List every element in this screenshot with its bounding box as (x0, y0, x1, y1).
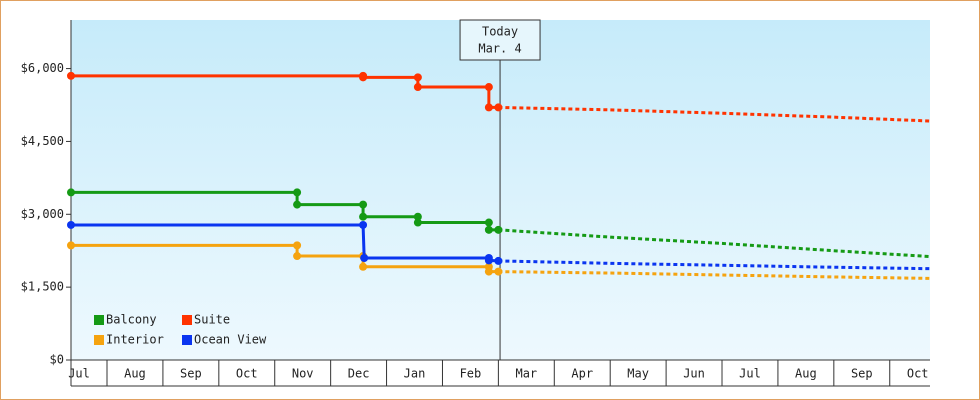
x-tick-label: Oct (907, 367, 929, 381)
price-point (494, 256, 503, 265)
x-tick-label: Oct (236, 367, 258, 381)
price-point (413, 218, 422, 227)
today-box (459, 19, 541, 61)
y-tick-label: $4,500 (21, 134, 64, 148)
price-point (293, 252, 302, 261)
price-point (293, 188, 302, 197)
today-label: Mar. 4 (478, 42, 521, 56)
x-tick-label: Sep (851, 367, 873, 381)
price-point (67, 188, 75, 197)
price-point (494, 103, 503, 112)
forecast-line (498, 270, 931, 280)
price-point (293, 200, 302, 209)
price-point (494, 267, 503, 276)
price-point (413, 212, 422, 221)
legend-swatch (182, 335, 192, 345)
legend-label: Ocean View (194, 333, 267, 347)
x-tick-label: Mar (515, 367, 537, 381)
x-tick-label: Dec (348, 367, 370, 381)
x-tick-label: Sep (180, 367, 202, 381)
x-tick-label: Jan (404, 367, 426, 381)
price-point (359, 200, 368, 209)
legend-label: Suite (194, 313, 230, 327)
forecast-line (498, 259, 931, 271)
x-tick-label: Feb (460, 367, 482, 381)
y-tick-label: $6,000 (21, 61, 64, 75)
x-tick-label: Aug (124, 367, 146, 381)
legend-swatch (94, 335, 104, 345)
price-point (484, 218, 493, 227)
price-point (484, 83, 493, 92)
forecast-line (498, 228, 931, 259)
legend-swatch (94, 315, 104, 325)
price-point (484, 267, 493, 276)
x-tick-label: Aug (795, 367, 817, 381)
legend-label: Balcony (106, 313, 157, 327)
price-point (484, 103, 493, 112)
price-point (67, 71, 75, 80)
legend-label: Interior (106, 333, 164, 347)
x-tick-label: Apr (571, 367, 593, 381)
y-tick-label: $1,500 (21, 280, 64, 294)
price-point (67, 241, 75, 250)
x-tick-label: Jun (683, 367, 705, 381)
x-tick-label: Jul (68, 367, 90, 381)
y-tick-label: $0 (50, 353, 64, 367)
legend-swatch (182, 315, 192, 325)
x-tick-label: Jul (739, 367, 761, 381)
today-label: Today (482, 25, 518, 39)
price-point (494, 225, 503, 234)
price-point (359, 262, 368, 271)
price-point (359, 212, 368, 221)
price-point (484, 256, 493, 265)
forecast-line (498, 105, 931, 123)
x-tick-label: Nov (292, 367, 314, 381)
price-point (413, 73, 422, 82)
x-tick-label: May (627, 367, 649, 381)
price-point (360, 254, 369, 262)
price-point (484, 225, 493, 234)
price-point (293, 241, 302, 250)
y-tick-label: $3,000 (21, 207, 64, 221)
price-point (67, 220, 75, 229)
price-point (413, 83, 422, 92)
price-point (359, 73, 368, 82)
price-point (359, 220, 368, 229)
